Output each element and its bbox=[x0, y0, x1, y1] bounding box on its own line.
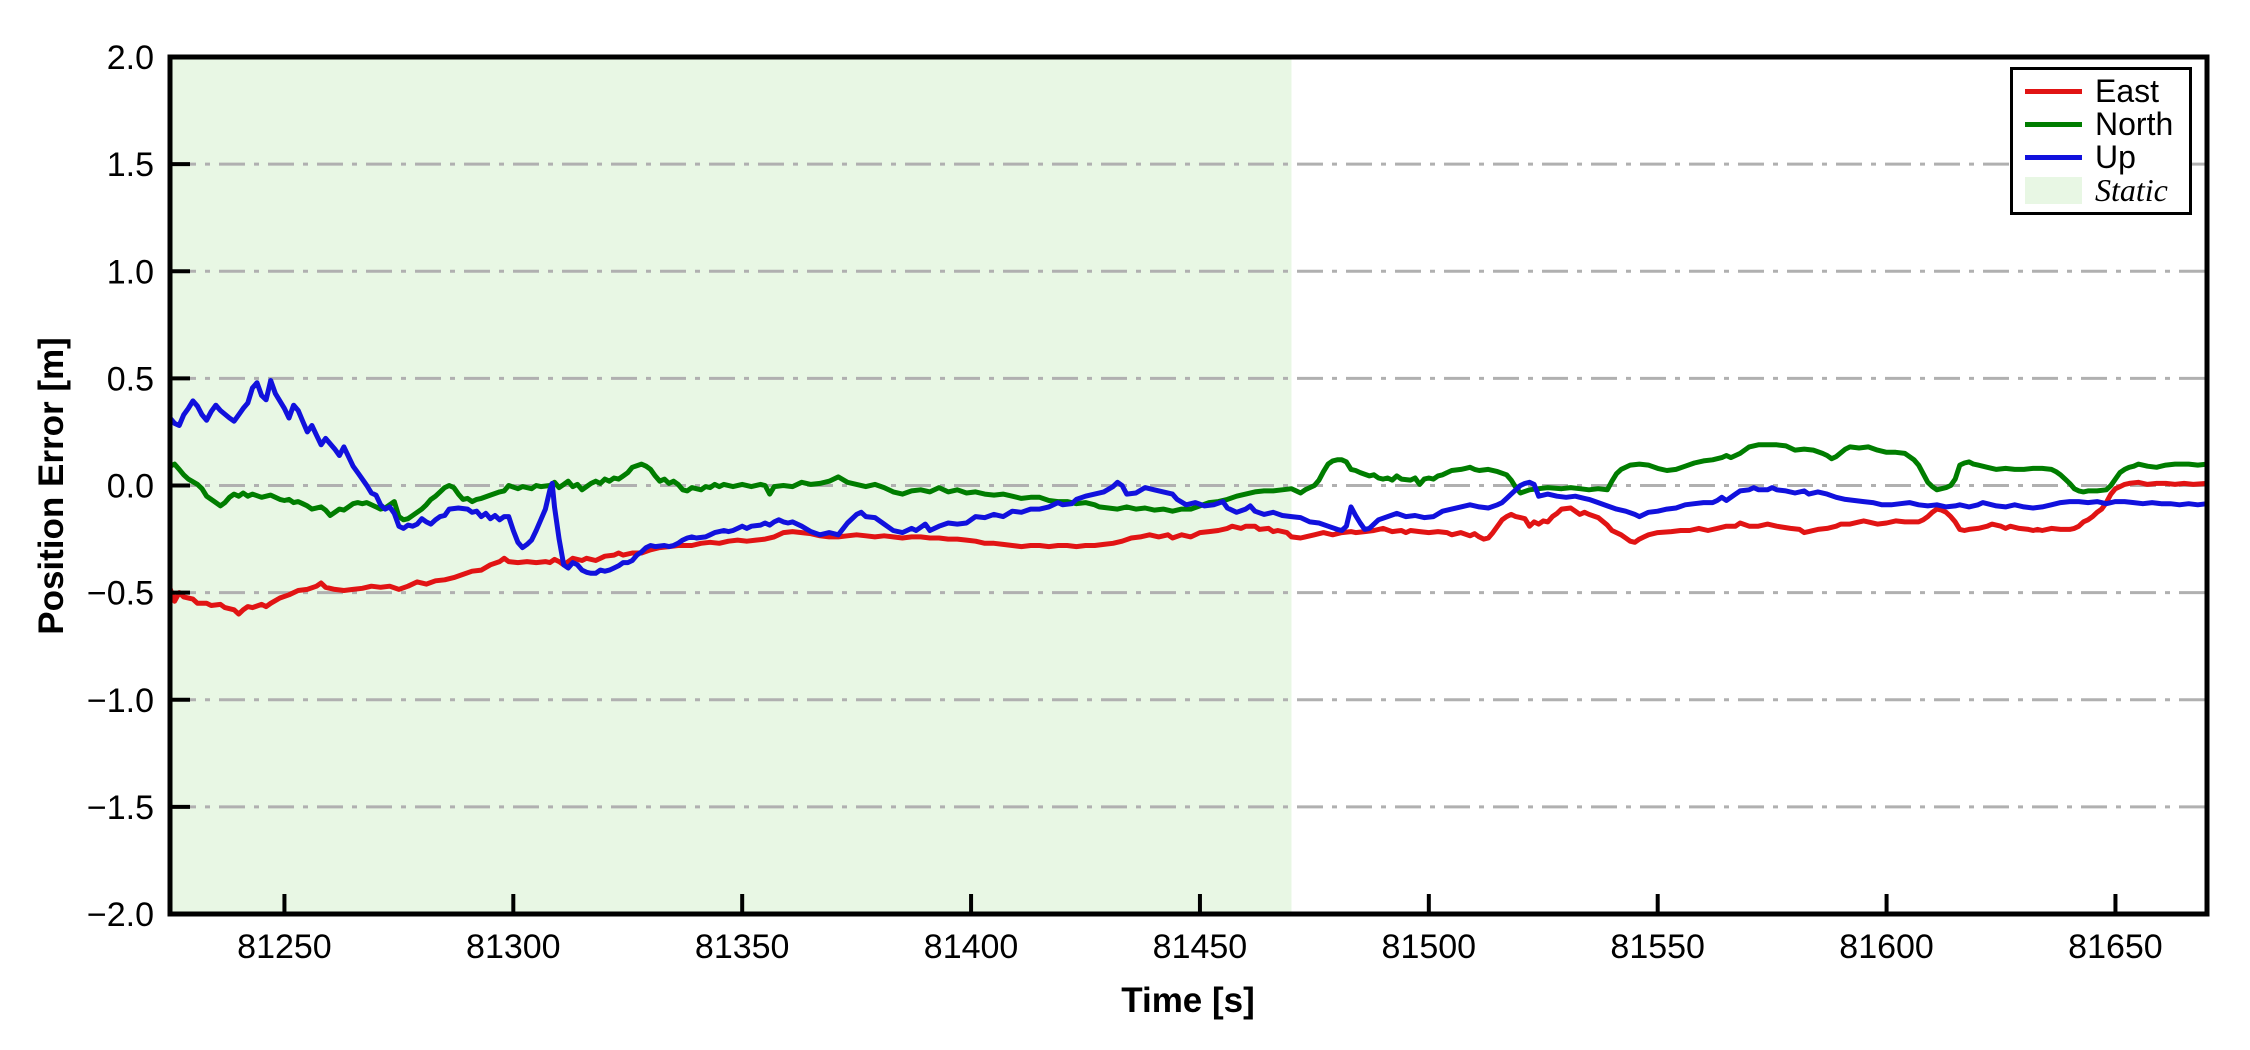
legend-item-east: East bbox=[2025, 75, 2179, 108]
y-tick-label: −0.5 bbox=[87, 575, 154, 613]
x-tick-label: 81650 bbox=[2068, 928, 2163, 966]
legend: East North Up Static bbox=[2010, 67, 2192, 215]
y-tick-label: 1.0 bbox=[107, 253, 154, 291]
x-tick-label: 81250 bbox=[237, 928, 332, 966]
series-line-east bbox=[167, 479, 2210, 617]
y-tick-label: 0.5 bbox=[107, 360, 154, 398]
x-tick-label: 81600 bbox=[1839, 928, 1934, 966]
x-tick-label: 81500 bbox=[1382, 928, 1477, 966]
y-tick-label: 0.0 bbox=[107, 468, 154, 506]
north-line-swatch bbox=[2025, 122, 2082, 127]
legend-label-east: East bbox=[2095, 73, 2160, 109]
y-tick-label: −1.0 bbox=[87, 682, 154, 720]
y-tick-label: −2.0 bbox=[87, 896, 154, 934]
legend-item-north: North bbox=[2025, 108, 2179, 141]
static-region-swatch bbox=[2025, 177, 2082, 204]
y-tick-label: −1.5 bbox=[87, 789, 154, 827]
x-axis-label: Time [s] bbox=[1121, 981, 1255, 1020]
series-line-up bbox=[167, 378, 2210, 576]
x-tick-label: 81400 bbox=[924, 928, 1019, 966]
x-tick-label: 81300 bbox=[466, 928, 561, 966]
x-tick-label: 81450 bbox=[1153, 928, 1248, 966]
x-tick-label: 81350 bbox=[695, 928, 790, 966]
x-tick-label: 81550 bbox=[1610, 928, 1705, 966]
legend-label-up: Up bbox=[2095, 139, 2136, 175]
y-tick-label: 2.0 bbox=[107, 39, 154, 77]
legend-item-static: Static bbox=[2025, 174, 2179, 207]
y-tick-label: 1.5 bbox=[107, 146, 154, 184]
up-line-swatch bbox=[2025, 155, 2082, 160]
legend-label-north: North bbox=[2095, 106, 2174, 142]
y-axis-label: Position Error [m] bbox=[32, 337, 71, 635]
legend-item-up: Up bbox=[2025, 141, 2179, 174]
east-line-swatch bbox=[2025, 89, 2082, 94]
axes-spines bbox=[167, 54, 2210, 917]
legend-label-static: Static bbox=[2095, 172, 2168, 208]
series-line-north bbox=[167, 442, 2210, 523]
